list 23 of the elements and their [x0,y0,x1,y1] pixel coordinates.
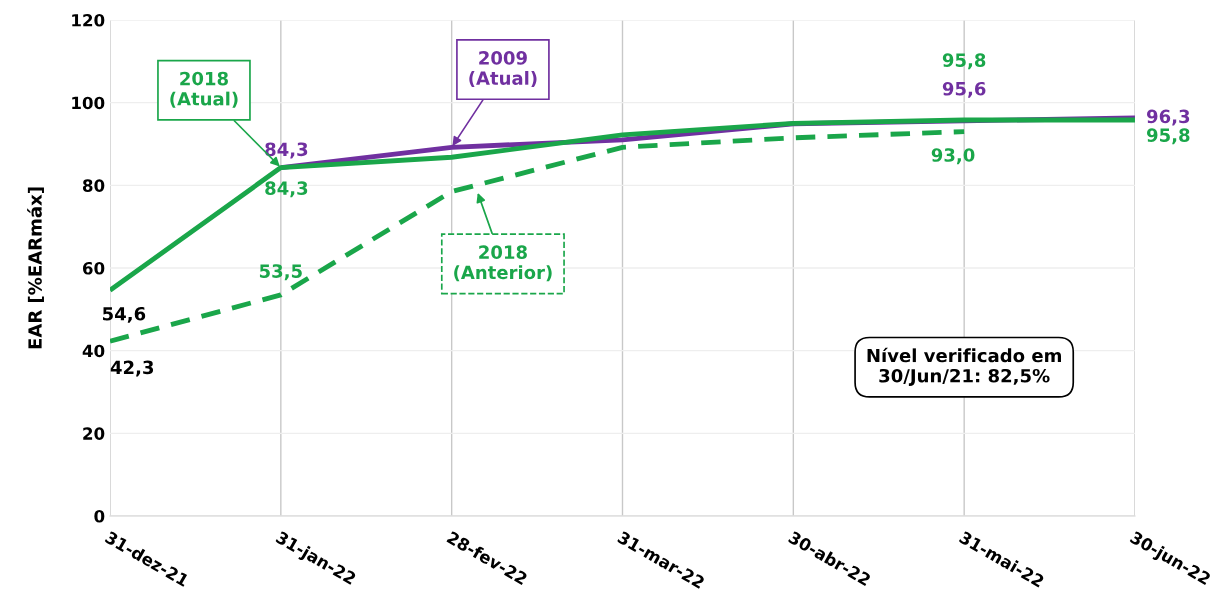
y-tick-label: 80 [82,179,105,192]
annotation: 2018 (Atual) [170,71,238,108]
y-axis-title: EAR [%EARmáx] [27,187,44,349]
y-tick-label: 100 [72,96,105,110]
data-label: 54,6 [103,306,146,323]
annotation: 2018 (Anterior) [454,245,552,282]
data-label: 84,3 [265,142,308,159]
annotation: 2009 (Atual) [469,51,537,88]
y-tick-label: 0 [94,509,105,523]
y-tick-label: 20 [83,427,105,440]
data-label: 53,5 [259,264,302,281]
data-label: 95,6 [942,81,986,98]
y-tick-label: 40 [82,344,105,358]
data-label: 93,0 [931,148,975,165]
line-series [110,117,1135,293]
data-label: 96,3 [1146,109,1190,126]
data-label: 84,3 [265,181,308,198]
y-tick-label: 60 [82,261,105,275]
data-label: 95,8 [1146,128,1190,145]
y-tick-label: 120 [72,13,105,27]
data-label: 95,8 [942,53,986,70]
data-label: 42,3 [110,360,154,377]
annotation: Nível verificado em 30/Jun/21: 82,5% [867,347,1061,386]
